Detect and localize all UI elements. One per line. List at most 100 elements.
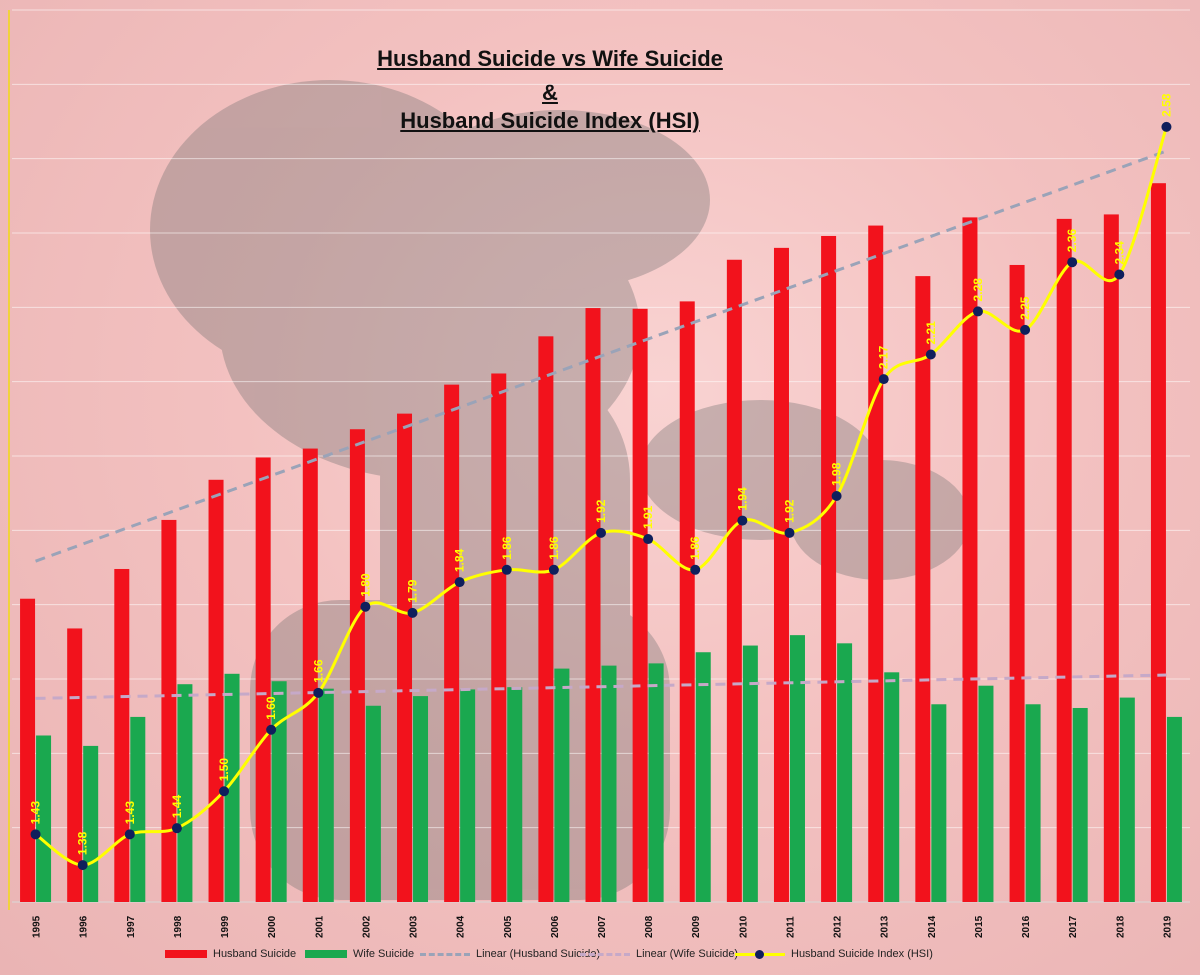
x-tick-label: 2003 xyxy=(409,915,420,938)
hsi-point xyxy=(784,527,795,538)
hsi-data-label: 1.92 xyxy=(594,499,608,523)
wife-bar xyxy=(789,635,805,902)
hsi-data-label: 1.80 xyxy=(358,573,372,597)
hsi-line xyxy=(34,126,1168,867)
wife-bar xyxy=(177,684,193,902)
husband-bar xyxy=(20,598,36,902)
hsi-point xyxy=(313,687,324,698)
hsi-data-label: 1.43 xyxy=(29,801,43,825)
hsi-point xyxy=(30,829,41,840)
wife-bar xyxy=(1072,707,1088,902)
husband-bar xyxy=(632,308,648,902)
hsi-data-label: 1.60 xyxy=(264,696,278,720)
hsi-point xyxy=(360,601,371,612)
hsi-point xyxy=(596,527,606,538)
husband-bar xyxy=(255,457,271,902)
legend-swatch-wife xyxy=(305,950,347,958)
hsi-data-label: 1.86 xyxy=(688,536,702,560)
hsi-data-label: 2.21 xyxy=(924,321,938,345)
hsi-data-label: 1.98 xyxy=(830,462,844,486)
hsi-point xyxy=(124,829,135,840)
husband-bar xyxy=(679,301,695,902)
hsi-point xyxy=(548,564,559,575)
wife-bar xyxy=(1025,704,1041,902)
wife-bar xyxy=(742,645,758,902)
hsi-data-label: 2.34 xyxy=(1112,241,1126,265)
hsi-point xyxy=(77,860,88,871)
husband-bar xyxy=(868,225,884,903)
legend-swatch-husband xyxy=(165,950,207,958)
hsi-point xyxy=(454,577,465,588)
left-border-line xyxy=(8,10,10,910)
hsi-data-label: 1.91 xyxy=(641,505,655,529)
legend-label-linear-wife: Linear (Wife Suicide) xyxy=(636,948,739,960)
x-tick-label: 1998 xyxy=(173,915,184,938)
legend-swatch-linear-husband xyxy=(420,952,470,956)
hsi-point xyxy=(1020,324,1031,335)
husband-bar xyxy=(538,336,554,902)
x-tick-label: 1995 xyxy=(32,915,43,938)
hsi-data-label: 1.86 xyxy=(500,536,514,560)
hsi-data-label: 2.25 xyxy=(1018,296,1032,320)
wife-bar xyxy=(978,685,994,902)
x-tick-label: 2016 xyxy=(1021,915,1032,938)
husband-bar xyxy=(821,235,837,902)
husband-bar xyxy=(161,519,177,902)
x-tick-label: 2001 xyxy=(314,915,325,938)
wife-bar xyxy=(318,688,334,902)
hsi-point xyxy=(219,786,230,797)
hsi-point xyxy=(1161,121,1172,132)
hsi-data-label: 2.17 xyxy=(877,345,891,369)
wife-bar xyxy=(365,705,381,902)
legend-label-hsi: Husband Suicide Index (HSI) xyxy=(791,948,933,960)
hsi-point xyxy=(690,564,701,575)
legend-swatch-hsi xyxy=(735,949,785,959)
husband-bar xyxy=(397,413,413,902)
wife-bar xyxy=(1119,697,1135,902)
husband-bar xyxy=(491,373,507,902)
x-tick-label: 2011 xyxy=(785,916,796,938)
hsi-point xyxy=(266,724,277,735)
hsi-data-label: 1.43 xyxy=(123,801,137,825)
hsi-data-label: 1.44 xyxy=(170,794,184,818)
x-tick-label: 2019 xyxy=(1162,915,1173,938)
x-tick-label: 2008 xyxy=(644,915,655,938)
legend-label-husband: Husband Suicide xyxy=(213,948,297,960)
chart-title-ampersand: & xyxy=(542,80,558,105)
husband-bar xyxy=(1150,183,1166,903)
x-tick-label: 2017 xyxy=(1068,915,1079,938)
x-tick-label: 1997 xyxy=(126,915,137,938)
husband-bar xyxy=(1056,218,1072,903)
x-tick-label: 2007 xyxy=(597,915,608,938)
husband-bar xyxy=(585,308,601,902)
x-tick-label: 2015 xyxy=(974,915,985,938)
wife-bar xyxy=(271,681,287,902)
hsi-point xyxy=(171,823,182,834)
wife-bar xyxy=(837,643,853,902)
legend-label-linear-husband: Linear (Husband Suicide) xyxy=(476,948,601,960)
x-tick-label: 2013 xyxy=(880,915,891,938)
hsi-point xyxy=(972,306,983,317)
husband-bar xyxy=(773,247,789,902)
wife-bar xyxy=(507,687,523,902)
x-tick-label: 1996 xyxy=(79,915,90,938)
hsi-point xyxy=(878,374,889,385)
wife-bar xyxy=(224,673,240,902)
hsi-data-label: 1.92 xyxy=(782,499,796,523)
wife-bar xyxy=(554,668,570,902)
hsi-data-label: 2.36 xyxy=(1065,229,1079,253)
hsi-point xyxy=(925,349,936,360)
husband-bar xyxy=(726,259,742,902)
wife-bar xyxy=(83,745,99,902)
x-tick-label: 2002 xyxy=(361,915,372,938)
wife-bar xyxy=(130,716,146,902)
wife-bar xyxy=(1166,716,1182,902)
hsi-point xyxy=(1114,269,1125,280)
x-tick-label: 2006 xyxy=(550,915,561,938)
hsi-data-label: 2.28 xyxy=(971,278,985,302)
wife-bar xyxy=(931,704,947,902)
x-tick-label: 2014 xyxy=(927,915,938,938)
hsi-data-label: 1.94 xyxy=(735,487,749,511)
